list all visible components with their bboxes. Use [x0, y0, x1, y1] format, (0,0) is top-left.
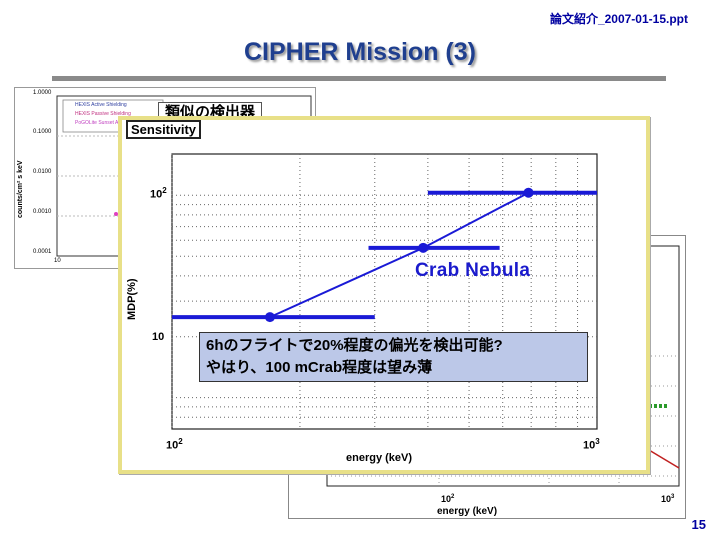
file-label: 論文紹介_2007-01-15.ppt — [549, 12, 688, 26]
caption-line-2: やはり、100 mCrab程度は望み薄 — [206, 359, 433, 376]
data-point-2 — [418, 242, 429, 253]
plot-frame — [171, 153, 598, 430]
left-legend-3: PoGOLite Sunset Active Shielding — [75, 120, 151, 126]
back-xtick-1: 102 — [441, 494, 455, 504]
x-tick-100: 102 — [166, 437, 183, 452]
left-ytick-2: 0.1000 — [33, 129, 52, 135]
crab-nebula-label: Crab Nebula — [415, 260, 531, 281]
data-point-3 — [523, 187, 534, 198]
title-divider — [52, 76, 666, 81]
sensitivity-badge: Sensitivity — [126, 120, 202, 139]
left-ytick-4: 0.0010 — [33, 209, 52, 215]
back-xlabel: energy (keV) — [437, 506, 498, 517]
slide-title: CIPHER Mission (3) — [244, 38, 476, 66]
left-ytick-5: 0.0001 — [33, 249, 52, 255]
caption-box: 6hのフライトで20%程度の偏光を検出可能? やはり、100 mCrab程度は望… — [199, 332, 588, 382]
left-ytick-1: 1.0000 — [33, 90, 52, 96]
caption-line-1: 6hのフライトで20%程度の偏光を検出可能? — [206, 337, 503, 354]
left-xtick: 10 — [54, 258, 61, 264]
left-ytick-3: 0.0100 — [33, 169, 52, 175]
sensitivity-plot-panel: Sensitivity MDP(%) energy (keV) 102 10 1… — [118, 116, 650, 474]
left-ylabel: counts/cm² s keV — [17, 160, 24, 218]
y-axis-label: MDP(%) — [126, 278, 138, 320]
x-tick-1000: 103 — [583, 437, 600, 452]
back-xtick-2: 103 — [661, 494, 675, 504]
overlay-label: 類似の検出器 — [158, 102, 263, 118]
sensitivity-plot-svg — [171, 153, 598, 430]
page-number: 15 — [691, 517, 706, 532]
data-point-1 — [264, 312, 275, 323]
y-tick-100: 102 — [150, 186, 167, 201]
left-legend-2: HEXIS Passive Shielding — [75, 111, 131, 117]
left-plot-point — [114, 212, 118, 216]
left-legend-1: HEXIS Active Shielding — [75, 102, 127, 108]
x-axis-label: energy (keV) — [346, 452, 413, 464]
y-tick-10: 10 — [152, 331, 165, 343]
